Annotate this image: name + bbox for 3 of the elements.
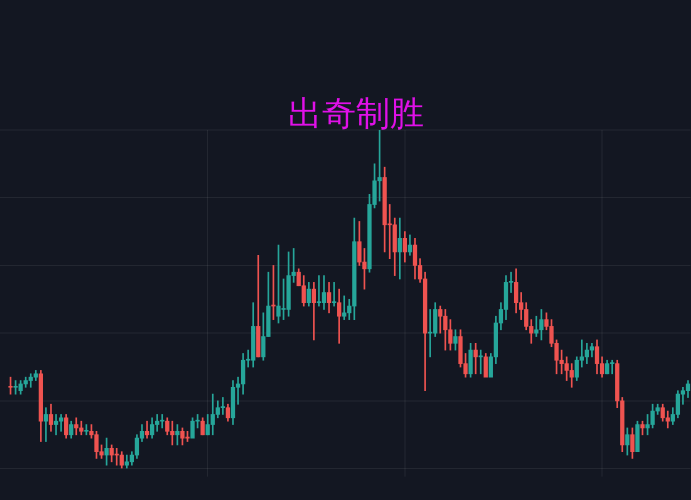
candlestick <box>271 265 276 320</box>
chart-title: 出奇制胜 <box>286 93 425 136</box>
candlestick <box>144 420 150 438</box>
